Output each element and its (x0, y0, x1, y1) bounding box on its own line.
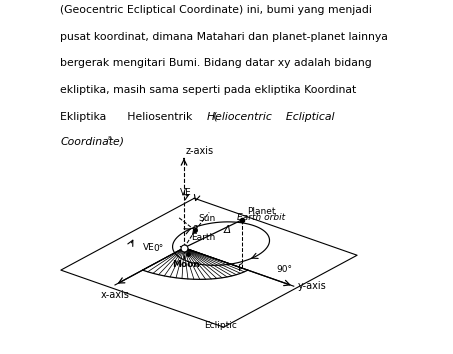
Text: VE: VE (143, 243, 154, 252)
Text: (Geocentric Ecliptical Coordinate) ini, bumi yang menjadi: (Geocentric Ecliptical Coordinate) ini, … (60, 5, 372, 15)
Text: Earth: Earth (191, 234, 215, 242)
Text: Ekliptika      Heliosentrik      (: Ekliptika Heliosentrik ( (60, 112, 217, 121)
Text: Ecliptic: Ecliptic (205, 321, 237, 330)
Text: pusat koordinat, dimana Matahari dan planet-planet lainnya: pusat koordinat, dimana Matahari dan pla… (60, 32, 388, 42)
Text: Sun: Sun (199, 215, 216, 223)
Text: Δ: Δ (224, 225, 231, 235)
Text: x-axis: x-axis (101, 290, 130, 300)
Text: bergerak mengitari Bumi. Bidang datar xy adalah bidang: bergerak mengitari Bumi. Bidang datar xy… (60, 58, 372, 68)
Text: 0°: 0° (154, 244, 164, 253)
Text: Planet: Planet (247, 207, 276, 216)
Text: ekliptika, masih sama seperti pada ekliptika Koordinat: ekliptika, masih sama seperti pada eklip… (60, 85, 357, 95)
Text: Coordinate): Coordinate) (60, 136, 124, 146)
Text: VE: VE (180, 188, 192, 197)
Text: z-axis: z-axis (186, 147, 214, 156)
Text: ⁸.: ⁸. (108, 136, 115, 145)
Text: Moon: Moon (172, 260, 200, 269)
Text: 90°: 90° (276, 264, 292, 274)
Text: Earth orbit: Earth orbit (236, 213, 285, 222)
Text: Heliocentric    Ecliptical: Heliocentric Ecliptical (207, 112, 334, 121)
Text: β: β (191, 225, 198, 235)
Text: y-axis: y-axis (297, 281, 326, 291)
